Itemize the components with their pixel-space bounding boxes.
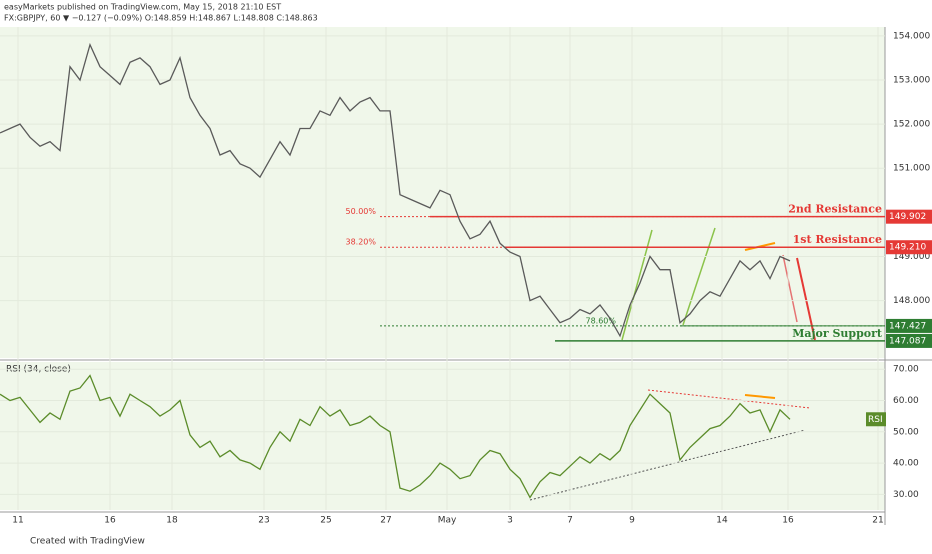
y-tick-label: 151.000: [893, 164, 930, 174]
y-tick-label: 154.000: [893, 31, 930, 41]
y-tick-label: 60.00: [893, 396, 919, 406]
y-tick-label: 152.000: [893, 120, 930, 130]
arrow: [682, 227, 716, 326]
rsi-badge: RSI: [868, 415, 883, 425]
level-name: 2nd Resistance: [788, 203, 882, 216]
x-tick-label: 9: [629, 516, 635, 526]
y-tick-label: 30.00: [893, 490, 919, 500]
x-tick-label: 27: [380, 516, 391, 526]
y-tick-label: 148.000: [893, 296, 930, 306]
x-tick-label: 23: [258, 516, 269, 526]
x-tick-label: 21: [872, 516, 883, 526]
price-label-box: [886, 318, 932, 333]
price-label: 149.902: [889, 212, 926, 222]
price-label: 147.427: [889, 321, 926, 331]
x-tick-label: 18: [166, 516, 178, 526]
footer: Created with TradingView: [30, 537, 145, 547]
x-tick-label: 25: [320, 516, 331, 526]
price-label-box: [886, 209, 932, 224]
price-label-box: [886, 240, 932, 255]
y-tick-label: 70.00: [893, 365, 919, 375]
fib-label: 78.60%: [585, 316, 616, 325]
y-tick-label: 153.000: [893, 75, 930, 85]
price-label: 147.087: [889, 336, 926, 346]
x-tick-label: 3: [507, 516, 513, 526]
x-tick-label: 7: [567, 516, 573, 526]
price-pane: [0, 27, 885, 358]
series-line: [0, 42, 791, 338]
trend-line: [529, 429, 806, 501]
arrow: [621, 229, 653, 341]
x-tick-label: 11: [12, 516, 23, 526]
x-tick-label: 16: [104, 516, 116, 526]
level-name: Major Support: [792, 327, 883, 340]
series-line: [0, 374, 791, 499]
symbol-info: FX:GBPJPY, 60 ▼ −0.127 (−0.09%) O:148.85…: [4, 14, 318, 23]
arrow: [782, 254, 798, 323]
fib-label: 50.00%: [345, 207, 376, 216]
price-label-box: [886, 333, 932, 348]
level-name: 1st Resistance: [793, 233, 882, 246]
trend-line: [647, 389, 811, 409]
y-tick-label: 50.00: [893, 427, 919, 437]
rsi-pane: [0, 362, 885, 510]
fib-label: 38.20%: [345, 238, 376, 247]
price-label: 149.210: [889, 243, 926, 253]
x-tick-label: 14: [716, 516, 728, 526]
trend-line: [744, 394, 776, 399]
rsi-badge-box: [866, 412, 886, 427]
y-tick-label: 40.00: [893, 459, 919, 469]
publisher: easyMarkets published on TradingView.com…: [4, 3, 281, 12]
y-tick-label: 149.000: [893, 252, 930, 262]
x-tick-label: May: [438, 516, 457, 526]
x-tick-label: 16: [782, 516, 794, 526]
